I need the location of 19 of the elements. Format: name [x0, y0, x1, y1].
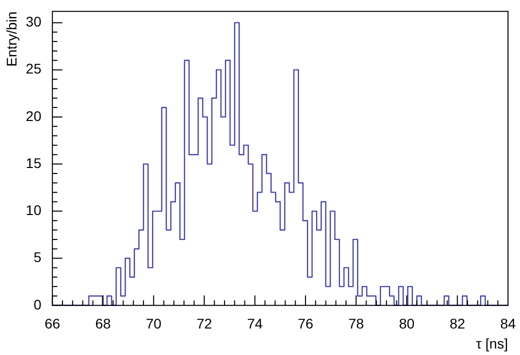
x-tick-label: 70 [146, 316, 162, 332]
x-tick-label: 76 [298, 316, 314, 332]
y-tick-label: 10 [26, 202, 42, 218]
x-tick-label: 80 [398, 316, 415, 332]
y-axis-title: Entry/bin [3, 11, 20, 67]
x-axis-title: τ [ns] [476, 335, 508, 352]
y-tick-label: 15 [26, 154, 42, 171]
y-tick-label: 30 [26, 14, 42, 30]
y-tick-label: 5 [34, 249, 42, 266]
y-tick-label: 20 [26, 108, 42, 124]
x-tick-label: 84 [500, 316, 516, 332]
y-tick-label: 0 [34, 296, 42, 312]
x-tick-label: 68 [95, 316, 111, 332]
x-tick-label: 72 [196, 316, 212, 332]
x-tick-label: 78 [348, 316, 364, 332]
y-tick-label: 25 [26, 60, 42, 77]
x-tick-label: 66 [44, 316, 60, 332]
x-tick-label: 74 [247, 316, 263, 332]
x-tick-label: 82 [450, 316, 466, 332]
